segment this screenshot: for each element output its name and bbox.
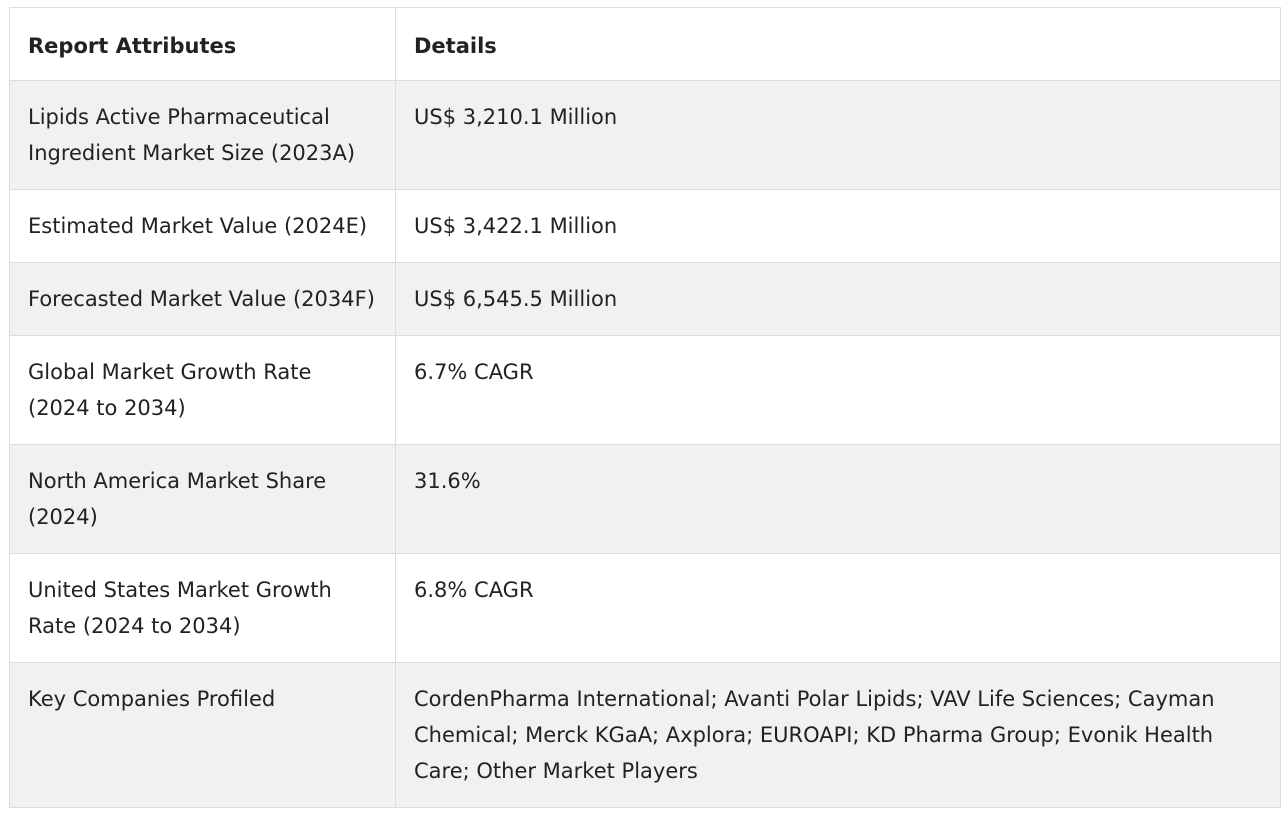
table-row: Lipids Active Pharmaceutical Ingredient … xyxy=(9,80,1281,190)
table-header: Report Attributes Details xyxy=(9,7,1281,81)
table-row: United States Market Growth Rate (2024 t… xyxy=(9,553,1281,663)
attribute-cell: Estimated Market Value (2024E) xyxy=(9,189,396,263)
report-attributes-table-container: Report Attributes Details Lipids Active … xyxy=(9,7,1281,808)
detail-cell: 6.7% CAGR xyxy=(395,335,1281,445)
table-row: Forecasted Market Value (2034F) US$ 6,54… xyxy=(9,262,1281,336)
table-row: Global Market Growth Rate (2024 to 2034)… xyxy=(9,335,1281,445)
detail-cell: CordenPharma International; Avanti Polar… xyxy=(395,662,1281,808)
header-details: Details xyxy=(395,7,1281,81)
detail-cell: US$ 3,210.1 Million xyxy=(395,80,1281,190)
attribute-cell: Global Market Growth Rate (2024 to 2034) xyxy=(9,335,396,445)
header-report-attributes: Report Attributes xyxy=(9,7,396,81)
attribute-cell: Key Companies Profiled xyxy=(9,662,396,808)
attribute-cell: North America Market Share (2024) xyxy=(9,444,396,554)
detail-cell: 6.8% CAGR xyxy=(395,553,1281,663)
detail-cell: US$ 3,422.1 Million xyxy=(395,189,1281,263)
attribute-cell: United States Market Growth Rate (2024 t… xyxy=(9,553,396,663)
detail-cell: 31.6% xyxy=(395,444,1281,554)
attribute-cell: Lipids Active Pharmaceutical Ingredient … xyxy=(9,80,396,190)
table-row: North America Market Share (2024) 31.6% xyxy=(9,444,1281,554)
table-body: Lipids Active Pharmaceutical Ingredient … xyxy=(9,80,1281,808)
table-row: Key Companies Profiled CordenPharma Inte… xyxy=(9,662,1281,808)
header-row: Report Attributes Details xyxy=(9,7,1281,81)
attribute-cell: Forecasted Market Value (2034F) xyxy=(9,262,396,336)
report-attributes-table: Report Attributes Details Lipids Active … xyxy=(9,7,1281,808)
detail-cell: US$ 6,545.5 Million xyxy=(395,262,1281,336)
table-row: Estimated Market Value (2024E) US$ 3,422… xyxy=(9,189,1281,263)
